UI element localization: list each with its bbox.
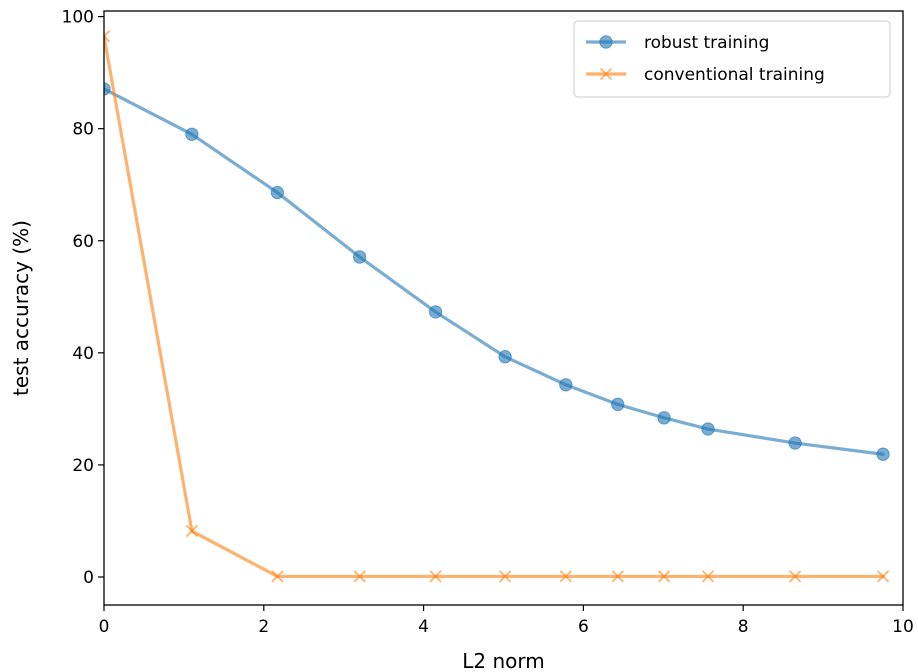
data-point-robust-training bbox=[701, 422, 715, 436]
data-point-robust-training bbox=[611, 397, 625, 412]
legend-item-conventional-training: conventional training bbox=[586, 65, 825, 85]
data-point-conventional-training bbox=[271, 570, 284, 583]
x-tick-label: 10 bbox=[892, 617, 914, 637]
y-axis-label: test accuracy (%) bbox=[9, 220, 33, 396]
y-tick-label: 20 bbox=[72, 456, 94, 476]
x-tick-label: 2 bbox=[258, 617, 269, 637]
data-point-robust-training bbox=[876, 447, 890, 461]
legend-item-robust-training: robust training bbox=[586, 33, 769, 53]
y-tick-label: 100 bbox=[62, 8, 94, 28]
x-tick-label: 6 bbox=[578, 617, 589, 637]
plot-frame bbox=[103, 10, 904, 606]
data-point-conventional-training bbox=[104, 30, 111, 43]
y-tick-label: 80 bbox=[72, 120, 94, 140]
series-conventional-training bbox=[104, 30, 890, 583]
y-tick-label: 0 bbox=[83, 568, 94, 588]
y-tick-label: 40 bbox=[72, 344, 94, 364]
legend-swatch-marker bbox=[599, 67, 613, 81]
legend-swatch-marker bbox=[599, 35, 613, 49]
x-tick-label: 8 bbox=[738, 617, 749, 637]
data-point-conventional-training bbox=[701, 570, 715, 583]
data-point-conventional-training bbox=[185, 524, 199, 538]
data-point-robust-training bbox=[657, 411, 671, 425]
data-point-robust-training bbox=[788, 436, 802, 450]
x-tick-label: 0 bbox=[99, 617, 110, 637]
x-tick-label: 4 bbox=[418, 617, 429, 637]
data-point-conventional-training bbox=[611, 570, 624, 583]
data-point-robust-training bbox=[428, 305, 443, 319]
series-line-conventional-training bbox=[104, 34, 885, 579]
data-point-robust-training bbox=[270, 185, 285, 200]
series-layer bbox=[104, 30, 890, 583]
data-point-robust-training bbox=[559, 378, 573, 392]
legend-label: conventional training bbox=[644, 65, 825, 85]
data-point-conventional-training bbox=[429, 570, 442, 583]
y-tick-label: 60 bbox=[72, 232, 94, 252]
data-point-conventional-training bbox=[498, 570, 512, 583]
data-point-conventional-training bbox=[876, 570, 890, 583]
data-point-robust-training bbox=[498, 350, 512, 364]
data-point-conventional-training bbox=[788, 570, 802, 583]
legend: robust training conventional training bbox=[573, 20, 891, 98]
x-axis-label: L2 norm bbox=[462, 649, 545, 672]
data-point-robust-training bbox=[352, 250, 367, 264]
data-point-robust-training bbox=[185, 127, 199, 141]
data-point-conventional-training bbox=[657, 570, 671, 583]
series-line-robust-training bbox=[104, 87, 885, 456]
legend-label: robust training bbox=[644, 33, 769, 53]
series-robust-training bbox=[104, 82, 890, 461]
legend-box bbox=[573, 20, 891, 98]
data-point-conventional-training bbox=[559, 570, 572, 583]
data-point-conventional-training bbox=[353, 570, 366, 583]
